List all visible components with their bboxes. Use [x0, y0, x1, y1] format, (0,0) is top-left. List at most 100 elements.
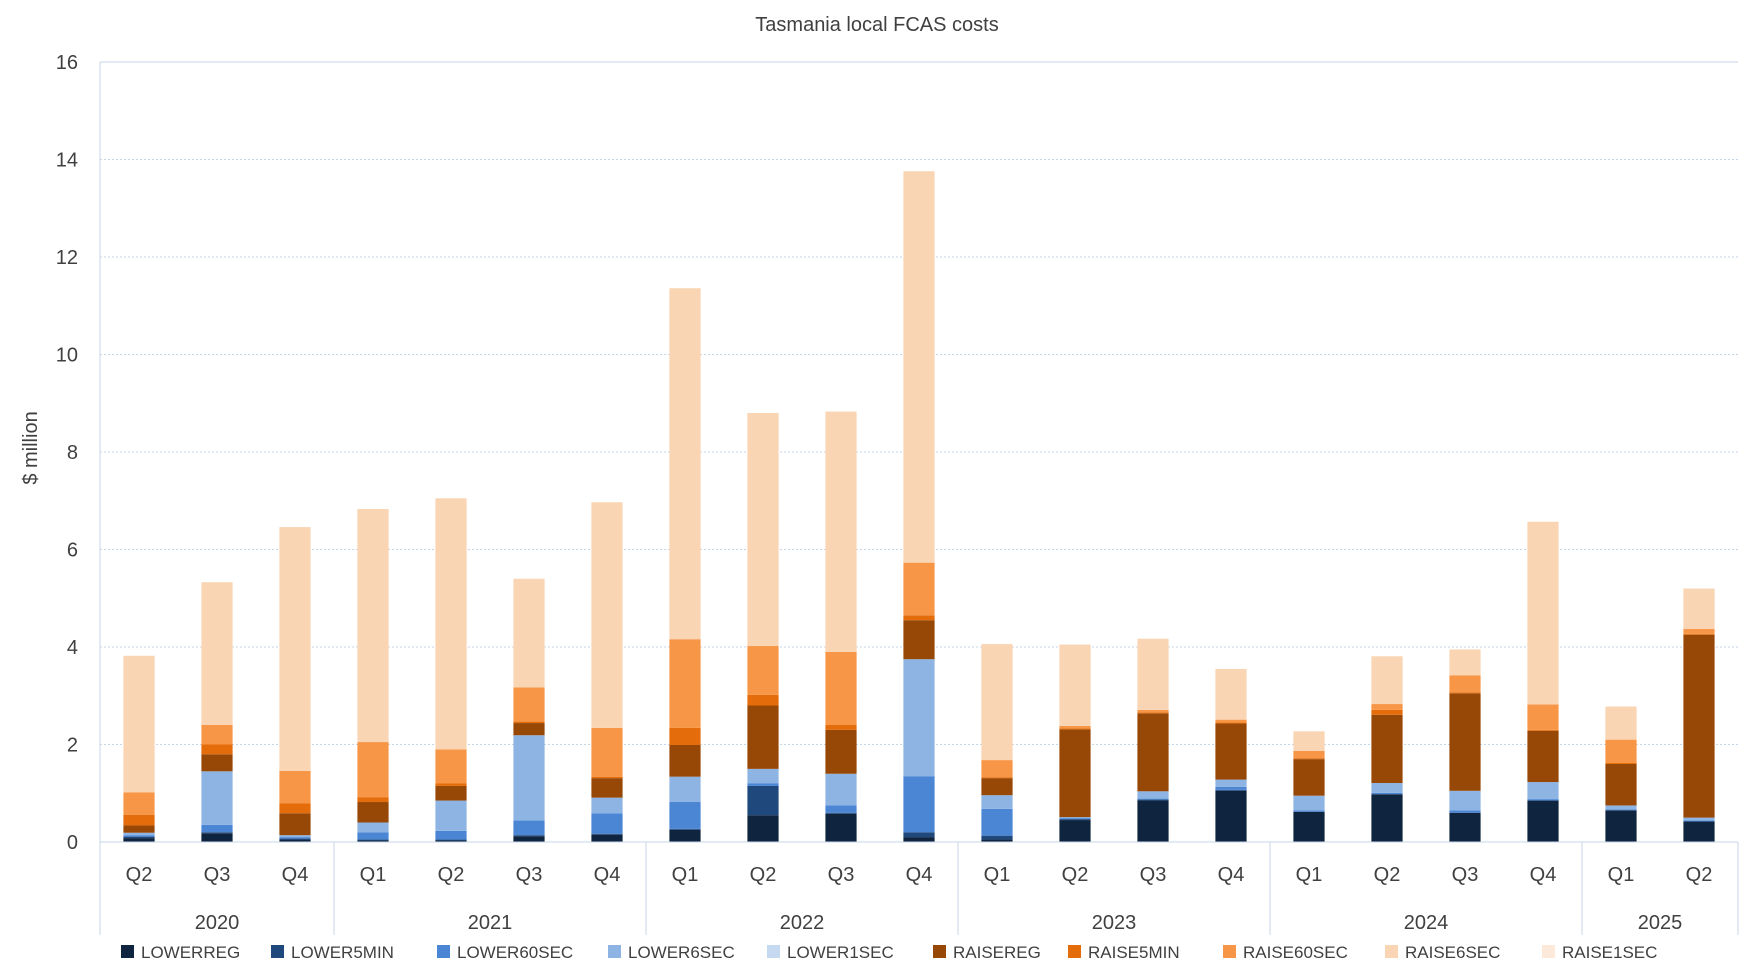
- bar-segment: [1215, 668, 1247, 720]
- bar-segment: [201, 824, 233, 833]
- bar-stack: [357, 509, 389, 842]
- bar-stack: [279, 527, 311, 842]
- legend-item: LOWER6SEC: [608, 943, 735, 962]
- bar-segment: [825, 805, 857, 813]
- bar-segment: [1449, 790, 1481, 811]
- bar-segment: [279, 527, 311, 771]
- bar-segment: [981, 808, 1013, 836]
- bar-segment: [435, 783, 467, 786]
- bar-segment: [1371, 656, 1403, 705]
- y-axis-label: $ million: [20, 411, 42, 484]
- y-tick-label: 4: [67, 637, 78, 659]
- bar-segment: [123, 838, 155, 842]
- y-tick-label: 14: [56, 150, 78, 172]
- bar-segment: [591, 502, 623, 728]
- bar-stack: [201, 582, 233, 842]
- bar-segment: [1527, 800, 1559, 842]
- year-group-label: 2021: [468, 912, 513, 934]
- bar-segment: [201, 744, 233, 755]
- legend: LOWERREG LOWER5MIN LOWER60SEC LOWER6SEC LOWE…: [121, 943, 1657, 962]
- year-group-label: 2023: [1092, 912, 1137, 934]
- bar-segment: [357, 509, 389, 743]
- bar-segment: [1527, 729, 1559, 731]
- bar-segment: [279, 838, 311, 840]
- bar-segment: [279, 770, 311, 804]
- bar-segment: [279, 803, 311, 814]
- bar-segment: [279, 839, 311, 842]
- year-group-label: 2022: [780, 912, 825, 934]
- bar-segment: [123, 835, 155, 837]
- y-axis-ticks: 0 2 4 6 8 10 12 14 16: [56, 52, 78, 854]
- bar-segment: [1215, 722, 1247, 724]
- x-tick-label: Q3: [204, 864, 231, 886]
- legend-label: LOWER5MIN: [291, 943, 394, 962]
- legend-label: LOWER1SEC: [787, 943, 894, 962]
- bar-segment: [903, 776, 935, 833]
- bar-segment: [201, 832, 233, 834]
- bar-stack: [1215, 668, 1247, 842]
- year-group-label: 2025: [1638, 912, 1683, 934]
- legend-swatch: [608, 945, 621, 958]
- legend-label: RAISE60SEC: [1243, 943, 1348, 962]
- bar-segment: [1449, 693, 1481, 791]
- bar-segment: [747, 783, 779, 786]
- bars: [123, 171, 1715, 842]
- bar-segment: [435, 840, 467, 842]
- bar-segment: [1683, 634, 1715, 818]
- x-tick-label: Q1: [360, 864, 387, 886]
- bar-segment: [123, 792, 155, 815]
- year-group-label: 2024: [1404, 912, 1449, 934]
- bar-segment: [279, 837, 311, 839]
- bar-segment: [825, 813, 857, 842]
- bar-segment: [279, 835, 311, 838]
- x-tick-label: Q4: [906, 864, 933, 886]
- x-tick-label: Q2: [1686, 864, 1713, 886]
- x-tick-label: Q4: [1218, 864, 1245, 886]
- bar-segment: [1293, 759, 1325, 796]
- bar-segment: [747, 815, 779, 842]
- bar-segment: [1371, 783, 1403, 793]
- bar-segment: [825, 725, 857, 730]
- bar-segment: [1449, 692, 1481, 694]
- legend-item: RAISE1SEC: [1542, 943, 1657, 962]
- y-tick-label: 12: [56, 247, 78, 269]
- legend-label: RAISE1SEC: [1562, 943, 1657, 962]
- y-tick-label: 2: [67, 735, 78, 757]
- bar-segment: [1059, 729, 1091, 818]
- bar-segment: [357, 840, 389, 842]
- bar-stack: [747, 413, 779, 842]
- legend-label: RAISE5MIN: [1088, 943, 1180, 962]
- legend-label: RAISEREG: [953, 943, 1041, 962]
- bar-segment: [1293, 795, 1325, 811]
- bar-stack: [669, 288, 701, 842]
- bar-segment: [981, 835, 1013, 840]
- bar-segment: [1605, 805, 1637, 810]
- legend-item: LOWER5MIN: [271, 943, 394, 962]
- bar-segment: [357, 822, 389, 833]
- bar-segment: [1137, 713, 1169, 792]
- x-tick-label: Q1: [672, 864, 699, 886]
- bar-segment: [1605, 706, 1637, 740]
- bar-segment: [1605, 739, 1637, 764]
- bar-segment: [513, 735, 545, 821]
- bar-segment: [201, 754, 233, 772]
- bar-segment: [1527, 730, 1559, 783]
- x-tick-label: Q1: [1608, 864, 1635, 886]
- bar-segment: [903, 832, 935, 838]
- bar-stack: [1371, 656, 1403, 842]
- bar-segment: [513, 836, 545, 842]
- legend-label: RAISE6SEC: [1405, 943, 1500, 962]
- x-tick-label: Q3: [1452, 864, 1479, 886]
- bar-segment: [435, 749, 467, 784]
- bar-segment: [981, 795, 1013, 809]
- bar-stack: [1059, 644, 1091, 842]
- bar-segment: [669, 776, 701, 803]
- legend-swatch: [271, 945, 284, 958]
- legend-item: RAISE60SEC: [1223, 943, 1348, 962]
- bar-segment: [669, 288, 701, 640]
- bar-segment: [669, 727, 701, 745]
- legend-swatch: [767, 945, 780, 958]
- x-tick-label: Q2: [1062, 864, 1089, 886]
- bar-segment: [1683, 628, 1715, 634]
- bar-segment: [1449, 812, 1481, 842]
